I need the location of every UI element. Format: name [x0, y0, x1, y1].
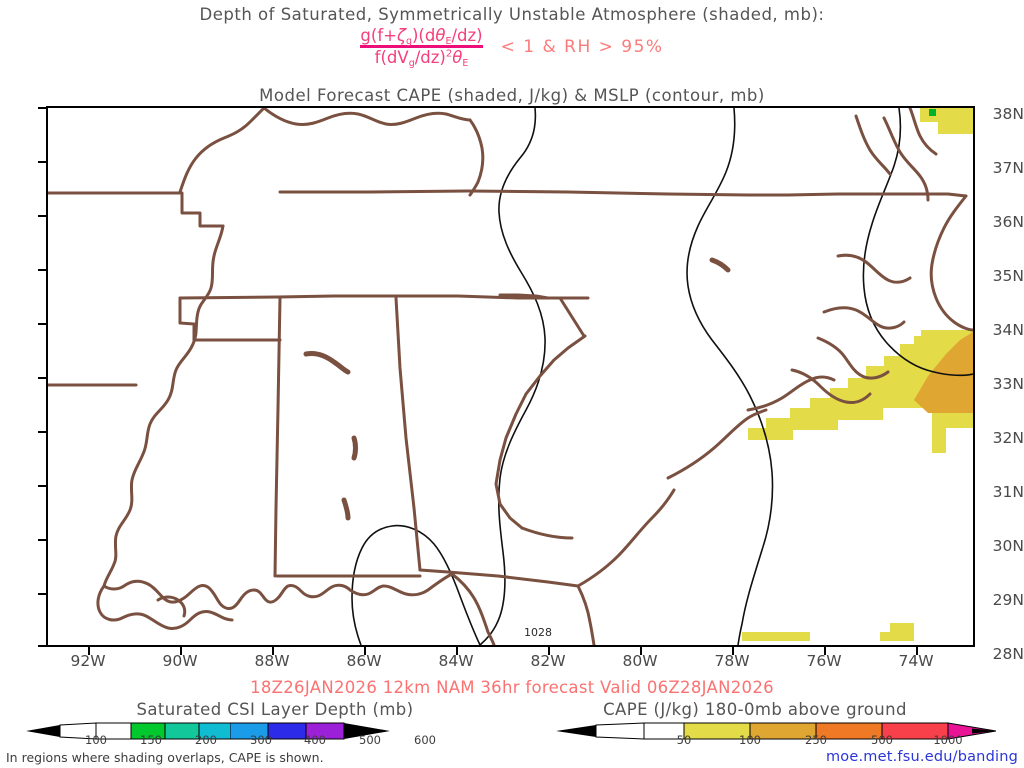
cape-region-bottom-745w [880, 623, 914, 641]
cape-region-se-core [914, 332, 973, 413]
border-tn-south [178, 294, 590, 300]
x-tick-label: 74W [898, 652, 934, 670]
border-nc-sc-coast [520, 526, 574, 540]
border-ga-sc [494, 334, 587, 530]
csi-tick-label: 400 [304, 733, 326, 747]
cape-tick-label: 250 [805, 733, 827, 747]
coastline-nc-cape [790, 368, 872, 404]
contour-label-group [522, 626, 556, 640]
mslp-contour-west [479, 108, 546, 645]
feature-lake-al2 [341, 497, 351, 521]
y-tick-label: 36N [992, 213, 1024, 231]
y-tick-label: 31N [992, 483, 1024, 501]
csi-tick-label: 200 [195, 733, 217, 747]
mslp-contour-central [686, 108, 774, 645]
coastline-nc-sc [746, 375, 836, 412]
border-al-ga [394, 296, 422, 572]
coastline-la-delta-2 [156, 595, 187, 618]
x-tick-label: 90W [162, 652, 198, 670]
cape-region-se-plume [748, 330, 973, 453]
border-ar-mo [48, 191, 225, 228]
cape-tick-label: 500 [871, 733, 893, 747]
y-tick-label: 28N [992, 645, 1024, 663]
x-tick-label: 76W [806, 652, 842, 670]
formula-fraction: g(f+ζg)(dθE/dz) f(dVg/dz)2θE [360, 26, 483, 70]
coastline-florida-east [576, 584, 596, 645]
coastline-delmarva [908, 108, 938, 156]
border-tn-ky [278, 189, 930, 197]
y-tick-label: 33N [992, 375, 1024, 393]
formula-denominator: f(dVg/dz)2θE [374, 48, 469, 70]
coastline-la-delta [96, 584, 234, 630]
csi-region-ne-pixel [929, 109, 936, 116]
y-tick-label: 29N [992, 591, 1024, 609]
border-la-north [178, 296, 196, 342]
cape-region-ne [920, 108, 973, 134]
y-tick-label: 34N [992, 321, 1024, 339]
y-tick-label: 35N [992, 267, 1024, 285]
y-tick-label: 37N [992, 159, 1024, 177]
border-va-nc [468, 118, 485, 197]
cape-tick-label: 100 [739, 733, 761, 747]
border-ms-al [273, 296, 282, 578]
x-tick-label: 80W [622, 652, 658, 670]
coastline-pamlico-2 [816, 336, 890, 380]
colorbar-csi-tail[interactable] [230, 722, 390, 740]
csi-tick-label: 300 [250, 733, 272, 747]
formula-numerator: g(f+ζg)(dθE/dz) [360, 26, 483, 47]
x-tick-label: 86W [346, 652, 382, 670]
y-tick-label: 30N [992, 537, 1024, 555]
cape-tick-label: 1000 [933, 733, 963, 747]
colorbar-cape[interactable] [556, 722, 996, 740]
geography-layer [48, 108, 973, 645]
csi-tick-label: 500 [359, 733, 381, 747]
feature-nc-small [709, 257, 731, 273]
formula-condition: < 1 & RH > 95% [500, 36, 664, 57]
x-tick-label: 88W [254, 652, 290, 670]
coastline-chesapeake-bay [854, 114, 892, 176]
x-tick-label: 82W [530, 652, 566, 670]
border-tn-nc [178, 108, 266, 194]
x-tick-label: 92W [70, 652, 106, 670]
mslp-contour-gulf [351, 524, 481, 645]
legend-title-csi: Saturated CSI Layer Depth (mb) [136, 700, 414, 719]
coastline-sc-coast [666, 408, 768, 480]
overlap-note: In regions where shading overlaps, CAPE … [6, 750, 324, 765]
csi-tick-label: 100 [85, 733, 107, 747]
legend-title-cape: CAPE (J/kg) 180-0mb above ground [603, 700, 907, 719]
coastline-pamlico [836, 253, 912, 284]
coastline-atlantic-north [929, 194, 973, 332]
mslp-contour-east [862, 108, 973, 377]
border-ga-fl [418, 568, 580, 588]
criterion-formula: g(f+ζg)(dθE/dz) f(dVg/dz)2θE < 1 & RH > … [0, 26, 1024, 70]
cape-shading-layer [742, 108, 973, 641]
cape-tick-label: 50 [676, 733, 692, 747]
csi-tick-label: 600 [414, 733, 436, 747]
mslp-contour-label: 1028 [524, 626, 552, 639]
cape-region-bottom-78w [742, 632, 810, 641]
page-title-cape: Model Forecast CAPE (shaded, J/kg) & MSL… [259, 86, 765, 105]
border-nc-va-east [926, 192, 968, 198]
border-ky-va-north [262, 108, 472, 126]
forecast-info-line: 18Z26JAN2026 12km NAM 36hr forecast Vali… [250, 678, 774, 697]
border-sc-nc [498, 293, 586, 338]
coastline-gulf [102, 572, 454, 610]
border-mississippi-river [102, 224, 225, 588]
x-tick-label: 78W [714, 652, 750, 670]
y-tick-label: 38N [992, 105, 1024, 123]
page-title-main: Depth of Saturated, Symmetrically Unstab… [199, 5, 825, 24]
feature-lake-tn [303, 351, 351, 375]
csi-tick-label: 150 [140, 733, 162, 747]
map-canvas [48, 108, 973, 645]
source-link[interactable]: moe.met.fsu.edu/banding [825, 749, 1018, 765]
coastline-florida-west [450, 572, 496, 645]
x-tick-label: 84W [438, 652, 474, 670]
formula-divider [360, 45, 483, 49]
forecast-map[interactable]: 1028 [46, 106, 975, 647]
feature-lake-al [351, 435, 358, 461]
coastline-chesapeake [882, 116, 930, 202]
coastline-ga [576, 488, 676, 588]
coastline-albemarle [822, 306, 906, 330]
y-tick-label: 32N [992, 429, 1024, 447]
